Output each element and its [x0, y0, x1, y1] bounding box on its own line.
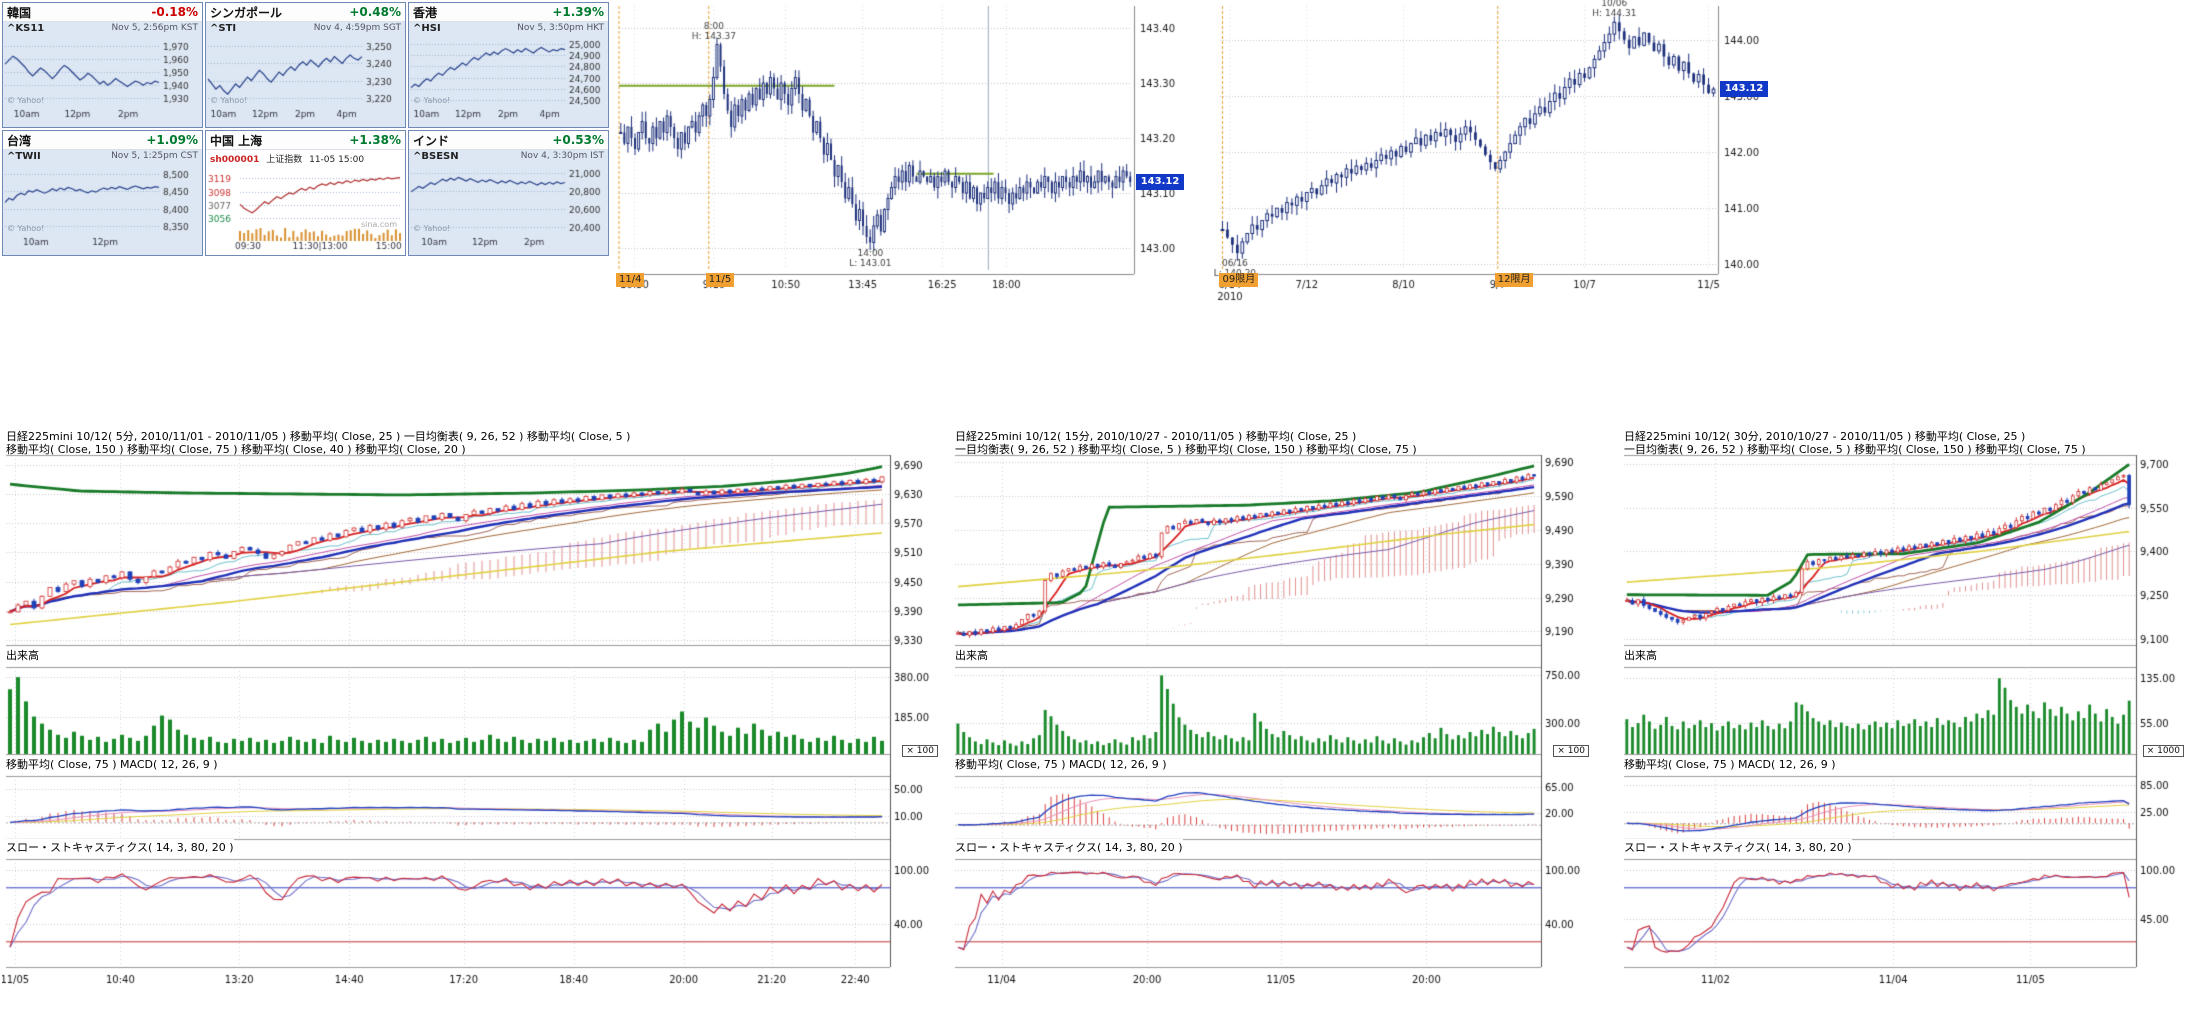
- asia-markets-grid: 韓国 -0.18% ^KS11 Nov 5, 2:56pm KST © Yaho…: [2, 2, 612, 260]
- market-name: 台湾: [7, 133, 32, 148]
- volume-multiplier: × 100: [1553, 745, 1589, 757]
- quote-chart-area: ^BSESN Nov 4, 3:30pm IST © Yahoo!: [409, 150, 608, 255]
- change-percent: +1.38%: [349, 133, 401, 147]
- chart-legend-line1: 日経225mini 10/12( 15分, 2010/10/27 - 2010/…: [955, 430, 1357, 443]
- current-price-badge: 143.12: [1720, 81, 1768, 98]
- chart-legend-line2: 一目均衡表( 9, 26, 52 ) 移動平均( Close, 5 ) 移動平均…: [955, 443, 1417, 456]
- quote-header: 韓国 -0.18%: [3, 3, 202, 22]
- taiwan-sparkline-canvas: [3, 165, 202, 253]
- change-percent: -0.18%: [151, 5, 198, 19]
- quote-chart-area: ^HSI Nov 5, 3:50pm HKT © Yahoo!: [409, 22, 608, 127]
- quote-timestamp: Nov 5, 1:25pm CST: [111, 151, 198, 161]
- quote-timestamp: Nov 5, 3:50pm HKT: [517, 23, 604, 33]
- quote-timestamp: Nov 4, 4:59pm SGT: [313, 23, 401, 33]
- market-name: インド: [413, 133, 450, 148]
- macd-pane-label: 移動平均( Close, 75 ) MACD( 12, 26, 9 ): [6, 756, 218, 772]
- tech-15min-canvas: [951, 453, 1591, 998]
- change-percent: +0.53%: [552, 133, 604, 147]
- quote-header: インド +0.53%: [409, 131, 608, 150]
- sina-ticker-code: sh000001: [210, 155, 260, 165]
- quote-panel-india[interactable]: インド +0.53% ^BSESN Nov 4, 3:30pm IST © Ya…: [408, 130, 609, 256]
- quote-subheader: ^TWII Nov 5, 1:25pm CST: [3, 150, 202, 164]
- chart-legend-line1: 日経225mini 10/12( 30分, 2010/10/27 - 2010/…: [1624, 430, 2026, 443]
- chart-legend-line1: 日経225mini 10/12( 5分, 2010/11/01 - 2010/1…: [6, 430, 631, 443]
- volume-multiplier: × 100: [902, 745, 938, 757]
- quote-timestamp: Nov 5, 2:56pm KST: [111, 23, 198, 33]
- fx-intraday-canvas: [613, 0, 1188, 320]
- stochastics-pane-label: スロー・ストキャスティクス( 14, 3, 80, 20 ): [6, 839, 234, 855]
- volume-multiplier: × 1000: [2142, 745, 2184, 757]
- korea-sparkline-canvas: [3, 37, 202, 125]
- yahoo-watermark: © Yahoo!: [413, 96, 451, 105]
- stochastics-pane-label: スロー・ストキャスティクス( 14, 3, 80, 20 ): [955, 839, 1183, 855]
- quote-subheader: ^KS11 Nov 5, 2:56pm KST: [3, 22, 202, 36]
- quote-chart-area: ^STI Nov 4, 4:59pm SGT © Yahoo!: [206, 22, 405, 127]
- macd-pane-label: 移動平均( Close, 75 ) MACD( 12, 26, 9 ): [955, 756, 1167, 772]
- quote-chart-area: ^TWII Nov 5, 1:25pm CST © Yahoo!: [3, 150, 202, 255]
- market-name: シンガポール: [210, 5, 283, 20]
- session-marker-badge: 11/4: [616, 273, 645, 287]
- quote-header: 中国 上海 +1.38%: [206, 131, 405, 150]
- session-marker-badge: 11/5: [705, 273, 735, 287]
- market-name: 中国 上海: [210, 133, 263, 148]
- shanghai-sparkline-canvas: [206, 165, 405, 253]
- quote-panel-taiwan[interactable]: 台湾 +1.09% ^TWII Nov 5, 1:25pm CST © Yaho…: [2, 130, 203, 256]
- quote-panel-hongkong[interactable]: 香港 +1.39% ^HSI Nov 5, 3:50pm HKT © Yahoo…: [408, 2, 609, 128]
- yahoo-watermark: © Yahoo!: [413, 224, 451, 233]
- volume-pane-label: 出来高: [1624, 647, 1657, 663]
- ticker-symbol: ^BSESN: [413, 151, 459, 162]
- yahoo-watermark: © Yahoo!: [7, 96, 45, 105]
- quote-chart-area: ^KS11 Nov 5, 2:56pm KST © Yahoo!: [3, 22, 202, 127]
- change-percent: +1.39%: [552, 5, 604, 19]
- quote-panel-china-shanghai[interactable]: 中国 上海 +1.38% sh000001 上证指数 11-05 15:00 s…: [205, 130, 406, 256]
- ticker-symbol: ^TWII: [7, 151, 41, 162]
- sina-quote-time: 11-05 15:00: [309, 155, 365, 165]
- hongkong-sparkline-canvas: [409, 37, 608, 125]
- quote-header: シンガポール +0.48%: [206, 3, 405, 22]
- quote-timestamp: Nov 4, 3:30pm IST: [520, 151, 604, 161]
- chart-legend-line2: 一目均衡表( 9, 26, 52 ) 移動平均( Close, 5 ) 移動平均…: [1624, 443, 2086, 456]
- session-marker-badge: 09限月: [1219, 273, 1259, 287]
- quote-subheader: ^HSI Nov 5, 3:50pm HKT: [409, 22, 608, 36]
- quote-chart-area: sh000001 上证指数 11-05 15:00 sina.com: [206, 150, 405, 255]
- volume-pane-label: 出来高: [6, 647, 39, 663]
- quote-subheader: ^BSESN Nov 4, 3:30pm IST: [409, 150, 608, 164]
- tech-chart-5min: 日経225mini 10/12( 5分, 2010/11/01 - 2010/1…: [2, 427, 940, 1012]
- tech-5min-canvas: [2, 453, 940, 998]
- chart-legend-line2: 移動平均( Close, 150 ) 移動平均( Close, 75 ) 移動平…: [6, 443, 466, 456]
- quote-panel-singapore[interactable]: シンガポール +0.48% ^STI Nov 4, 4:59pm SGT © Y…: [205, 2, 406, 128]
- yahoo-watermark: © Yahoo!: [7, 224, 45, 233]
- singapore-sparkline-canvas: [206, 37, 405, 125]
- volume-pane-label: 出来高: [955, 647, 988, 663]
- sina-watermark: sina.com: [361, 220, 397, 229]
- ticker-symbol: ^KS11: [7, 23, 45, 34]
- quote-header: 台湾 +1.09%: [3, 131, 202, 150]
- fx-intraday-chart: 143.12 11/4 11/5: [613, 0, 1188, 320]
- current-price-badge: 143.12: [1136, 174, 1184, 190]
- ticker-symbol: ^STI: [210, 23, 237, 34]
- sina-chart-title: sh000001 上证指数 11-05 15:00: [210, 152, 364, 165]
- session-marker-badge: 12限月: [1494, 273, 1534, 287]
- quote-subheader: ^STI Nov 4, 4:59pm SGT: [206, 22, 405, 36]
- quote-panel-korea[interactable]: 韓国 -0.18% ^KS11 Nov 5, 2:56pm KST © Yaho…: [2, 2, 203, 128]
- macd-pane-label: 移動平均( Close, 75 ) MACD( 12, 26, 9 ): [1624, 756, 1836, 772]
- stochastics-pane-label: スロー・ストキャスティクス( 14, 3, 80, 20 ): [1624, 839, 1852, 855]
- tech-chart-30min: 日経225mini 10/12( 30分, 2010/10/27 - 2010/…: [1620, 427, 2186, 1012]
- change-percent: +1.09%: [146, 133, 198, 147]
- fx-daily-canvas: [1214, 0, 1772, 320]
- india-sparkline-canvas: [409, 165, 608, 253]
- market-name: 香港: [413, 5, 438, 20]
- tech-chart-15min: 日経225mini 10/12( 15分, 2010/10/27 - 2010/…: [951, 427, 1591, 1012]
- tech-30min-canvas: [1620, 453, 2186, 998]
- change-percent: +0.48%: [349, 5, 401, 19]
- yahoo-watermark: © Yahoo!: [210, 96, 248, 105]
- ticker-symbol: ^HSI: [413, 23, 441, 34]
- fx-daily-chart: 143.12 09限月 12限月: [1214, 0, 1772, 320]
- market-name: 韓国: [7, 5, 32, 20]
- sina-index-name: 上证指数: [266, 155, 303, 165]
- quote-header: 香港 +1.39%: [409, 3, 608, 22]
